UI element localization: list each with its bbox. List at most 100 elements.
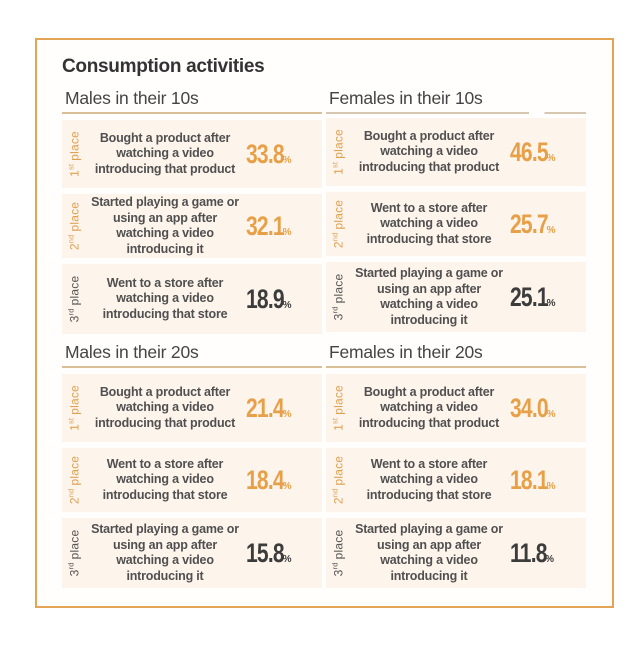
activity-description: Bought a product after watching a video in… — [350, 385, 510, 432]
activity-description: Went to a store after watching a video int… — [350, 201, 510, 248]
description-line: Bought a product after — [99, 130, 231, 145]
activity-description: Started playing a game or using an app af… — [350, 522, 510, 584]
percentage-value: 34.0% — [510, 393, 586, 424]
rank-label: 3rd place — [62, 518, 86, 588]
percent-sign: % — [546, 224, 556, 236]
rank-text: 3rd place — [67, 530, 82, 577]
description-line: watching a video — [116, 291, 214, 306]
page-title: Consumption activities — [62, 56, 265, 77]
ranking-card: 2nd place Went to a store after watching a … — [62, 448, 322, 512]
description-line: Went to a store after — [106, 275, 224, 290]
rank-text: 3rd place — [331, 274, 346, 321]
description-line: using an app after — [376, 537, 482, 552]
percentage-number: 25.1 — [510, 281, 549, 312]
section-females-10s: Females in their 10s 1st place Bought a pro… — [326, 86, 586, 338]
percentage-number: 18.9 — [246, 283, 285, 314]
activity-description: Started playing a game or using an app af… — [86, 522, 246, 584]
percentage-value: 15.8% — [246, 538, 322, 569]
percent-sign: % — [546, 408, 556, 420]
ranking-card: 2nd place Went to a store after watching a … — [326, 448, 586, 512]
ranking-list: 1stplace Bought a product after watching a… — [326, 118, 586, 332]
percent-sign: % — [546, 152, 556, 164]
percent-sign: % — [282, 154, 292, 166]
description-line: introducing that product — [358, 415, 500, 430]
description-line: introducing it — [126, 568, 204, 583]
section-heading: Males in their 10s — [62, 86, 322, 114]
rank-word: place — [67, 131, 82, 161]
rank-suffix: rd — [330, 306, 340, 314]
description-line: watching a video — [116, 472, 214, 487]
description-line: watching a video — [380, 400, 478, 415]
rank-word: place — [331, 385, 346, 415]
percentage-number: 15.8 — [246, 537, 285, 568]
rank-suffix: st — [66, 417, 76, 425]
rank-word: place — [331, 455, 346, 486]
percentage-value: 33.8% — [246, 139, 322, 170]
percentage-number: 33.8 — [246, 138, 285, 169]
percentage-number: 46.5 — [510, 136, 549, 167]
rank-number: 1 — [67, 424, 82, 431]
percentage-value: 18.1% — [510, 465, 586, 496]
section-heading: Females in their 10s — [326, 86, 586, 114]
ranking-list: 1stplace Bought a product after watching a… — [326, 374, 586, 588]
percentage-number: 11.8 — [510, 537, 547, 568]
section-males-20s: Males in their 20s 1st place Bought a produ… — [62, 340, 322, 594]
description-line: watching a video — [380, 216, 478, 231]
description-line: watching a video — [380, 297, 478, 311]
description-line: introducing that store — [366, 231, 492, 246]
description-line: watching a video — [380, 472, 478, 487]
ranking-card: 2nd place Went to a store after watching a … — [326, 192, 586, 256]
description-line: introducing it — [390, 312, 468, 327]
description-line: Started playing a game or — [355, 522, 503, 536]
ranking-card: 3rd place Went to a store after watching a … — [62, 264, 322, 334]
description-line: Bought a product after — [99, 384, 231, 399]
rank-number: 1 — [331, 168, 346, 175]
description-line: using an app after — [112, 210, 218, 225]
rank-suffix: nd — [66, 488, 76, 498]
percent-sign: % — [282, 480, 292, 492]
rank-suffix: st — [330, 417, 340, 425]
activity-description: Started playing a game or using an app af… — [86, 195, 246, 257]
description-line: Bought a product after — [363, 128, 495, 143]
description-line: Started playing a game or — [91, 522, 239, 536]
activity-description: Started playing a game or using an app af… — [350, 266, 510, 328]
rank-suffix: nd — [330, 232, 340, 242]
rank-label: 3rd place — [326, 262, 350, 332]
ranking-card: 3rd place Started playing a game or using a… — [326, 518, 586, 588]
percent-sign: % — [545, 553, 554, 565]
rank-word: place — [67, 529, 82, 560]
rank-label: 1st place — [62, 120, 86, 188]
rank-number: 2 — [67, 243, 82, 251]
percent-sign: % — [282, 226, 292, 238]
rank-label: 2nd place — [62, 448, 86, 512]
rank-word: place — [67, 385, 82, 415]
rank-text: 3rd place — [331, 530, 346, 577]
rank-word: place — [331, 199, 346, 230]
rank-suffix: rd — [66, 308, 76, 316]
description-line: introducing that store — [366, 487, 492, 502]
rank-suffix: st — [66, 163, 76, 171]
rank-text: 2nd place — [67, 202, 82, 250]
rank-number: 2 — [331, 241, 346, 249]
percentage-number: 25.7 — [510, 208, 549, 239]
activity-description: Bought a product after watching a video in… — [350, 129, 510, 176]
rank-number: 2 — [67, 497, 82, 505]
description-line: watching a video — [116, 226, 214, 240]
percentage-number: 21.4 — [246, 392, 285, 423]
rank-suffix: nd — [330, 488, 340, 498]
percent-sign: % — [546, 480, 556, 492]
ranking-card: 3rd place Started playing a game or using a… — [326, 262, 586, 332]
rank-text: 3rd place — [67, 276, 82, 323]
rank-number: 1 — [67, 170, 82, 177]
rank-number: 3 — [331, 313, 346, 321]
rank-suffix: rd — [330, 562, 340, 570]
percentage-value: 32.1% — [246, 211, 322, 242]
percentage-value: 21.4% — [246, 393, 322, 424]
rank-text: 1st place — [331, 385, 346, 431]
rank-word: place — [331, 273, 346, 304]
rank-number: 3 — [67, 569, 82, 577]
description-line: introducing that product — [358, 159, 500, 174]
percentage-value: 18.9% — [246, 284, 322, 315]
rank-suffix: nd — [66, 234, 76, 244]
description-line: using an app after — [112, 537, 218, 552]
